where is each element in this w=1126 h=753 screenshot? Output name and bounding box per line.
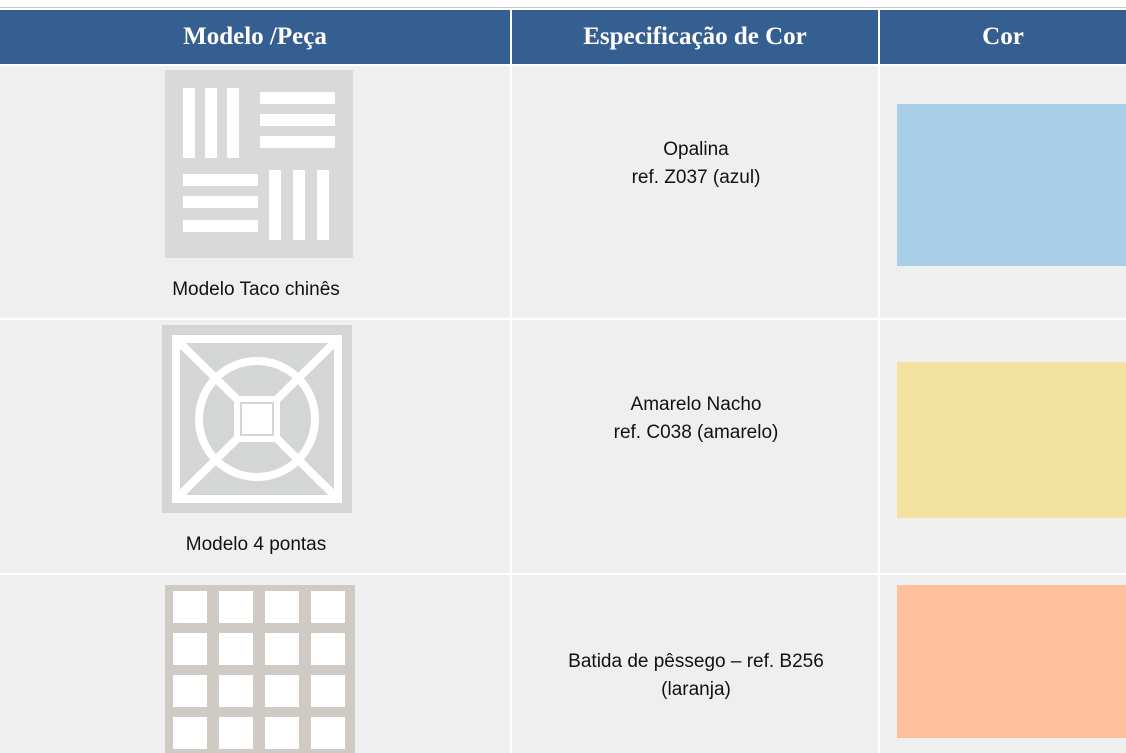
- color-swatch: [897, 362, 1126, 518]
- spec-line: ref. C038 (amarelo): [613, 422, 779, 443]
- model-caption: Modelo 4 pontas: [185, 534, 327, 555]
- model-caption: Modelo Taco chinês: [172, 279, 340, 300]
- color-swatch: [897, 104, 1126, 266]
- color-spec: Batida de pêssego – ref. B256 (laranja): [512, 648, 880, 704]
- header-cell: Cor: [880, 10, 1126, 64]
- header-cell: Especificação de Cor: [512, 10, 878, 64]
- spec-line: (laranja): [661, 679, 731, 700]
- cell: [512, 320, 878, 573]
- piece-image: [162, 325, 352, 513]
- spec-line: Batida de pêssego – ref. B256: [568, 651, 824, 672]
- spec-line: ref. Z037 (azul): [631, 167, 761, 188]
- color-spec: Amarelo Nacho ref. C038 (amarelo): [512, 391, 880, 447]
- color-spec: Opalina ref. Z037 (azul): [512, 136, 880, 192]
- spec-line: Amarelo Nacho: [630, 394, 762, 415]
- cell: [512, 575, 878, 753]
- cell: [512, 66, 878, 318]
- spec-line: Opalina: [663, 139, 729, 160]
- piece-image: [165, 585, 355, 753]
- header-cell: Modelo /Peça: [0, 10, 510, 64]
- color-swatch: [897, 585, 1126, 738]
- rule: [0, 7, 1126, 8]
- piece-image: [165, 70, 353, 258]
